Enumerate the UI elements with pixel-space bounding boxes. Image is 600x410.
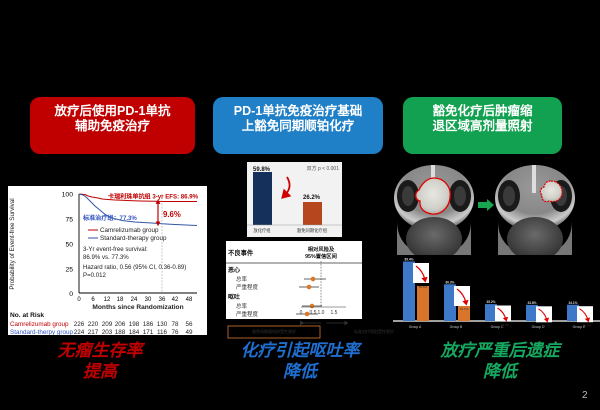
svg-text:34.1%: 34.1% [568,301,577,305]
svg-text:12: 12 [104,297,111,303]
svg-text:75: 75 [65,217,73,224]
svg-text:130: 130 [157,321,168,328]
svg-text:224: 224 [74,329,85,335]
svg-text:49: 49 [185,329,193,335]
svg-text:26.2%: 26.2% [303,195,321,201]
svg-text:30: 30 [145,297,152,303]
svg-text:放化疗组: 放化疗组 [253,227,271,234]
svg-text:60.3%: 60.3% [445,280,454,284]
svg-text:116: 116 [157,329,168,335]
svg-text:15.6%: 15.6% [583,324,592,328]
svg-text:3-Yr event-free survival:: 3-Yr event-free survival: [83,246,148,253]
svg-text:1.0: 1.0 [318,310,325,316]
svg-text:Standard-therapy group: Standard-therapy group [100,235,167,242]
svg-text:标准治疗相耐受性更好: 标准治疗相耐受性更好 [354,328,394,334]
svg-text:严重程度: 严重程度 [236,310,259,318]
svg-text:206: 206 [115,321,126,328]
svg-text:0: 0 [77,297,81,303]
svg-text:76: 76 [171,329,179,335]
svg-text:相对风险及: 相对风险及 [308,245,335,253]
svg-text:220: 220 [88,321,99,328]
svg-text:203: 203 [102,329,113,335]
svg-text:呕吐: 呕吐 [228,293,240,301]
svg-text:豁免同期化疗组: 豁免同期化疗组 [297,227,328,234]
svg-text:24: 24 [131,297,138,303]
svg-text:0.5: 0.5 [310,310,317,316]
svg-text:217: 217 [88,329,99,335]
svg-text:Group B: Group B [450,325,463,329]
svg-text:Standard-therpy group: Standard-therpy group [10,329,74,335]
svg-text:78: 78 [171,321,179,328]
svg-text:13.9%: 13.9% [501,323,510,327]
svg-text:严重程度: 严重程度 [236,283,259,291]
svg-text:25: 25 [65,267,73,274]
svg-text:184: 184 [129,329,140,335]
svg-text:86.9% vs. 77.3%: 86.9% vs. 77.3% [83,254,129,261]
svg-text:188: 188 [115,329,126,335]
svg-text:双方 p < 0.001: 双方 p < 0.001 [307,165,340,172]
svg-text:Probability of Event-free Surv: Probability of Event-free Survival [9,198,16,289]
svg-text:Camrelizumab group: Camrelizumab group [100,227,159,234]
svg-text:Hazard ratio, 0.56 (95% CI, 0.: Hazard ratio, 0.56 (95% CI, 0.36-0.89) [83,264,186,271]
svg-text:18: 18 [117,297,124,303]
svg-text:226: 226 [74,321,85,328]
svg-text:0: 0 [300,310,303,316]
svg-text:42: 42 [172,297,179,303]
svg-text:95%置信区间: 95%置信区间 [305,252,337,260]
svg-text:56: 56 [185,321,193,328]
svg-text:18.7%: 18.7% [542,324,551,328]
svg-text:Camrelizumab group: Camrelizumab group [10,321,69,328]
svg-text:6: 6 [91,297,95,303]
svg-text:36: 36 [159,297,166,303]
svg-text:100: 100 [62,192,74,199]
svg-text:豁免同期顺铂耐受性更好: 豁免同期顺铂耐受性更好 [252,328,296,334]
svg-text:52.5%: 52.5% [419,285,428,289]
svg-text:186: 186 [143,321,154,328]
svg-text:1.5: 1.5 [331,310,338,316]
svg-text:0: 0 [69,291,73,298]
svg-text:Months since Randomization: Months since Randomization [92,304,183,311]
svg-text:50: 50 [65,242,73,249]
svg-text:标准治疗组：77.3%: 标准治疗组：77.3% [82,214,137,222]
svg-text:171: 171 [143,329,154,335]
svg-text:卡瑞利珠单抗组 3-yr EFS: 86.9%: 卡瑞利珠单抗组 3-yr EFS: 86.9% [108,193,199,201]
svg-text:48: 48 [186,297,193,303]
svg-text:89.4%: 89.4% [404,258,413,262]
svg-text:35.2%: 35.2% [486,300,495,304]
svg-text:总率: 总率 [236,275,248,283]
svg-text:29.7%: 29.7% [460,307,469,311]
svg-text:恶心: 恶心 [228,266,240,274]
svg-text:198: 198 [129,321,140,328]
svg-text:Group A: Group A [409,325,422,329]
svg-text:33.8%: 33.8% [527,301,536,305]
svg-text:不良事件: 不良事件 [228,248,254,257]
svg-text:No. at Risk: No. at Risk [10,312,44,319]
svg-text:总率: 总率 [236,302,248,310]
svg-text:9.6%: 9.6% [163,210,181,219]
svg-text:P=0.012: P=0.012 [83,272,106,279]
svg-text:209: 209 [102,321,113,328]
